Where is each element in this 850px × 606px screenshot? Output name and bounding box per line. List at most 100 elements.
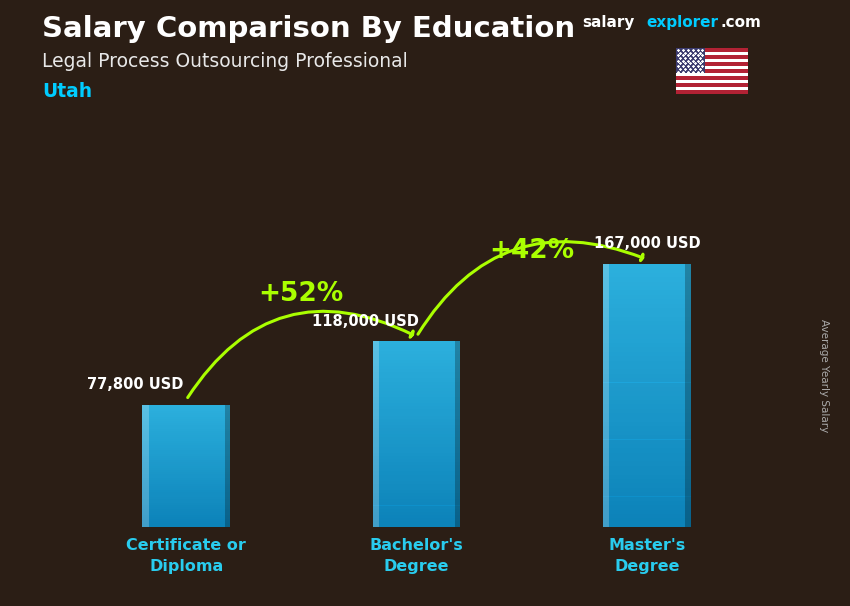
Bar (603, 347, 690, 352)
Bar (143, 513, 230, 515)
Bar (143, 464, 230, 466)
Bar (373, 505, 460, 508)
Bar (676, 62, 748, 66)
Bar (373, 487, 460, 490)
Bar (603, 321, 690, 325)
Bar (143, 482, 230, 484)
Bar (373, 369, 460, 372)
Bar (143, 411, 230, 413)
Bar (603, 466, 690, 470)
Bar (143, 460, 230, 462)
Bar (676, 52, 748, 56)
Bar (143, 427, 230, 429)
Bar (603, 312, 690, 317)
Bar (143, 511, 230, 513)
Bar (373, 502, 460, 505)
Bar (143, 468, 230, 470)
Bar (603, 299, 690, 304)
Bar (373, 484, 460, 487)
Bar (143, 458, 230, 460)
Bar (143, 433, 230, 435)
Bar (603, 356, 690, 361)
Bar (143, 496, 230, 499)
Bar (373, 490, 460, 493)
Text: +42%: +42% (489, 239, 575, 264)
Bar (603, 351, 690, 356)
Bar (676, 59, 748, 62)
Bar (143, 419, 230, 421)
Bar (143, 487, 230, 488)
Text: 167,000 USD: 167,000 USD (593, 236, 700, 251)
Bar (143, 413, 230, 415)
Bar (603, 422, 690, 427)
Bar (373, 391, 460, 394)
Bar (373, 518, 460, 521)
Bar (143, 417, 230, 419)
Bar (143, 421, 230, 423)
Bar (143, 456, 230, 458)
Bar (676, 48, 705, 73)
Bar (373, 363, 460, 366)
Bar (603, 264, 609, 527)
Bar (603, 479, 690, 484)
Bar (603, 501, 690, 505)
Bar (603, 343, 690, 347)
Bar (373, 438, 460, 441)
Bar (603, 457, 690, 461)
Bar (373, 493, 460, 496)
Bar (603, 514, 690, 519)
Bar (373, 366, 460, 369)
Bar (603, 374, 690, 378)
Bar (603, 510, 690, 514)
Bar (676, 90, 748, 94)
Bar (603, 282, 690, 286)
Bar (373, 499, 460, 502)
Bar (373, 416, 460, 419)
Text: Legal Process Outsourcing Professional: Legal Process Outsourcing Professional (42, 52, 408, 70)
Bar (603, 404, 690, 409)
Text: .com: .com (721, 15, 762, 30)
Bar (143, 505, 230, 507)
Bar (373, 468, 460, 471)
Bar (143, 429, 230, 431)
Bar (373, 422, 460, 425)
Bar (603, 308, 690, 312)
Bar (603, 286, 690, 290)
Bar (603, 418, 690, 422)
Bar (373, 462, 460, 465)
Bar (373, 441, 460, 444)
Text: Average Yearly Salary: Average Yearly Salary (819, 319, 829, 432)
Bar (373, 400, 460, 403)
Bar (143, 425, 230, 427)
Bar (603, 413, 690, 418)
Bar (143, 509, 230, 511)
Bar (676, 76, 748, 80)
Bar (143, 454, 230, 456)
Bar (373, 496, 460, 499)
Bar (373, 407, 460, 410)
Bar (676, 70, 748, 73)
Bar (143, 480, 230, 482)
Bar (603, 304, 690, 308)
Bar (603, 295, 690, 299)
Text: 77,800 USD: 77,800 USD (88, 377, 184, 392)
Bar (676, 80, 748, 84)
Bar (373, 524, 460, 527)
Bar (373, 465, 460, 468)
Bar (373, 413, 460, 416)
Bar (603, 448, 690, 453)
Bar (143, 450, 230, 451)
Bar (373, 478, 460, 481)
Text: 118,000 USD: 118,000 USD (313, 314, 419, 328)
Bar (373, 360, 460, 363)
Bar (373, 431, 460, 435)
Bar (603, 290, 690, 295)
Bar (143, 415, 230, 417)
Bar (603, 277, 690, 282)
Bar (603, 474, 690, 479)
Bar (143, 476, 230, 478)
Bar (143, 405, 230, 407)
Text: salary: salary (582, 15, 635, 30)
Bar (373, 474, 460, 478)
Bar (373, 382, 460, 385)
